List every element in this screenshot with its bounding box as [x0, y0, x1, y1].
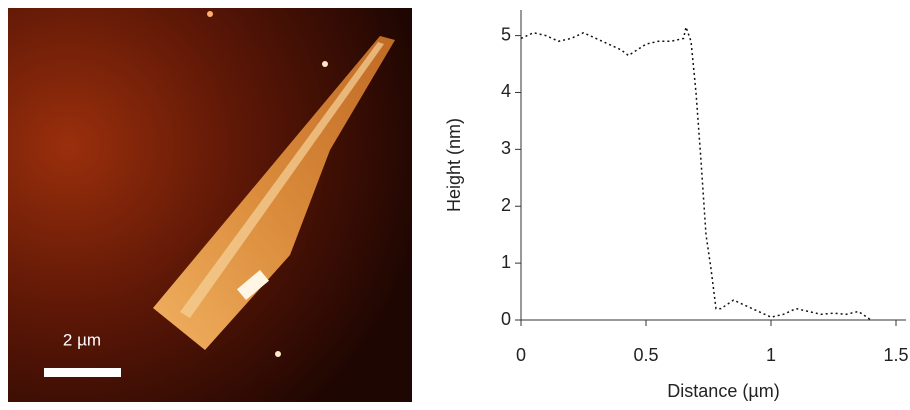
- flake-ridge: [180, 42, 384, 318]
- x-tick-label: 0: [516, 345, 526, 365]
- scale-bar: [44, 368, 121, 377]
- particle: [237, 269, 269, 301]
- scale-bar-label: 2 µm: [63, 330, 101, 349]
- x-tick-label: 0.5: [633, 345, 658, 365]
- profile-line: [520, 24, 872, 321]
- y-tick-label: 2: [501, 195, 511, 215]
- x-tick-label: 1: [766, 345, 776, 365]
- y-tick-label: 1: [501, 252, 511, 272]
- x-tick-label: 1.5: [883, 345, 908, 365]
- particle: [322, 61, 328, 67]
- afm-image: 2 µm: [8, 8, 412, 402]
- x-axis-label: Distance (µm): [667, 381, 779, 401]
- y-tick-label: 5: [501, 24, 511, 44]
- particle: [207, 11, 213, 17]
- y-tick-label: 3: [501, 138, 511, 158]
- y-tick-label: 4: [501, 81, 511, 101]
- profile-plot: 0 1 2 3 4 5 0 0.5 1 1.5 Distance (µm) Height (nm): [444, 10, 909, 401]
- y-tick-label: 0: [501, 309, 511, 329]
- particle: [275, 351, 281, 357]
- y-axis-label: Height (nm): [444, 118, 464, 212]
